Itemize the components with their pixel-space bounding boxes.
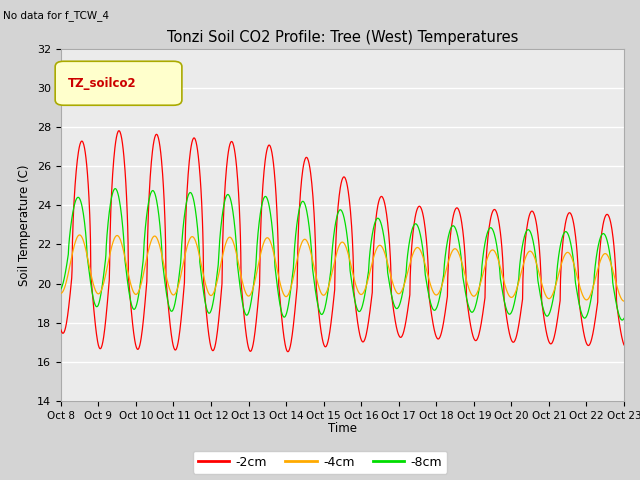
Legend: -2cm, -4cm, -8cm: -2cm, -4cm, -8cm	[193, 451, 447, 474]
Y-axis label: Soil Temperature (C): Soil Temperature (C)	[19, 164, 31, 286]
Text: TZ_soilco2: TZ_soilco2	[68, 77, 136, 90]
X-axis label: Time: Time	[328, 422, 357, 435]
FancyBboxPatch shape	[55, 61, 182, 105]
Text: No data for f_TCW_4: No data for f_TCW_4	[3, 11, 109, 22]
Title: Tonzi Soil CO2 Profile: Tree (West) Temperatures: Tonzi Soil CO2 Profile: Tree (West) Temp…	[166, 30, 518, 45]
